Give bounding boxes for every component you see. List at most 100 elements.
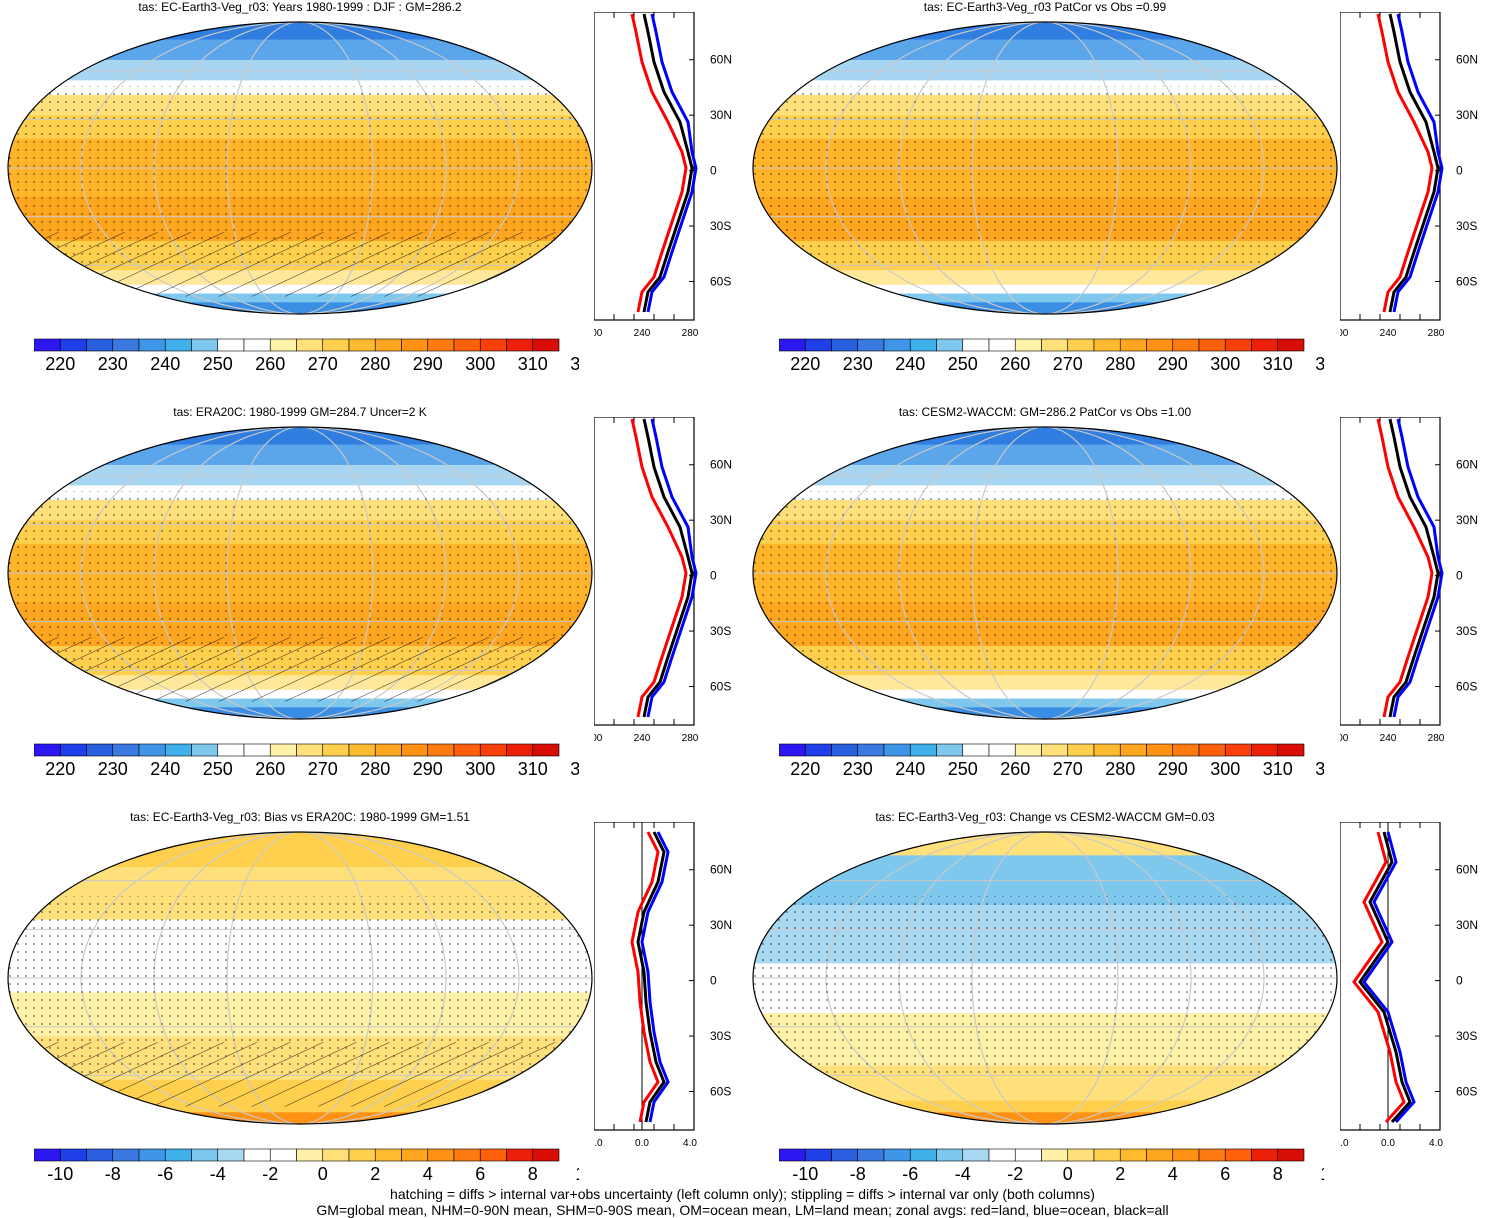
colorbar-label: 300: [1210, 354, 1240, 374]
zonal-line-all: [1358, 831, 1412, 1124]
zonal-line-all: [636, 831, 666, 1123]
zonal-lat-label: 60S: [710, 680, 731, 694]
colorbar-label: 260: [255, 354, 285, 374]
zonal-mean-plot: K 60N 30N 0 30S 60S 200 240 280: [1340, 417, 1478, 744]
colorbar-swatch: [269, 1148, 297, 1162]
colorbar-swatch: [1014, 338, 1042, 352]
zonal-lat-label: 60S: [710, 275, 731, 289]
colorbar-label: 220: [790, 759, 820, 779]
colorbar-swatch: [427, 1148, 455, 1162]
colorbar-swatch: [883, 1148, 911, 1162]
colorbar-swatch: [1067, 338, 1095, 352]
colorbar-swatch: [243, 1148, 271, 1162]
colorbar-swatch: [296, 338, 324, 352]
colorbar-swatch: [1172, 338, 1200, 352]
zonal-lat-label: 30S: [1456, 219, 1477, 233]
colorbar-label: -6: [157, 1164, 173, 1184]
zonal-line-ocean: [646, 418, 698, 718]
colorbar-label: 220: [45, 759, 75, 779]
colorbar-swatch: [779, 743, 806, 757]
colorbar: 220 230 240 250 260 270 280 290 300 310 320: [779, 743, 1324, 779]
map-panel: [752, 426, 1338, 720]
colorbar-swatch: [296, 1148, 324, 1162]
colorbar-swatch: [988, 1148, 1016, 1162]
colorbar-swatch: [191, 743, 219, 757]
map-band: [8, 293, 592, 304]
colorbar-label: -8: [850, 1164, 866, 1184]
colorbar: 220 230 240 250 260 270 280 290 300 310 320: [34, 338, 579, 374]
zonal-line-all: [1388, 13, 1440, 313]
colorbar-label: 260: [1000, 759, 1030, 779]
colorbar-swatch: [1251, 1148, 1279, 1162]
zonal-x-tick: 240: [634, 328, 651, 339]
map-outline: [752, 831, 1338, 1125]
colorbar-swatch: [962, 743, 990, 757]
panel-title: tas: EC-Earth3-Veg_r03: Change vs CESM2-…: [875, 810, 1215, 824]
colorbar-swatch: [401, 743, 429, 757]
colorbar-label: 290: [1158, 759, 1188, 779]
colorbar-swatch: [532, 1148, 560, 1162]
colorbar-swatch: [34, 743, 61, 757]
colorbar-swatch: [988, 743, 1016, 757]
colorbar-swatch: [217, 1148, 245, 1162]
colorbar-swatch: [936, 743, 964, 757]
map-band: [8, 22, 592, 41]
colorbar-label: 270: [1053, 759, 1083, 779]
colorbar-swatch: [296, 743, 324, 757]
map-band: [8, 39, 592, 61]
colorbar-label: 290: [413, 354, 443, 374]
colorbar-swatch: [1041, 1148, 1069, 1162]
colorbar-label: -2: [1007, 1164, 1023, 1184]
zonal-lat-label: 0: [1456, 974, 1463, 988]
zonal-unit: K: [639, 417, 646, 418]
map-panel: [752, 21, 1338, 315]
colorbar-label: -4: [210, 1164, 226, 1184]
colorbar-swatch: [479, 338, 507, 352]
zonal-lat-label: 30N: [1456, 513, 1478, 527]
zonal-lat-label: 60N: [710, 53, 732, 67]
map-band: [753, 707, 1337, 719]
colorbar-label: 220: [45, 354, 75, 374]
zonal-x-tick: 200: [594, 328, 603, 339]
colorbar: -10 -8 -6 -4 -2 0 2 4 6 8 10: [34, 1148, 579, 1184]
map-band: [8, 832, 592, 869]
colorbar-swatch: [374, 743, 402, 757]
colorbar-swatch: [1277, 743, 1305, 757]
zonal-line-ocean: [646, 13, 698, 313]
zonal-line-ocean: [640, 831, 670, 1123]
colorbar-swatch: [86, 743, 114, 757]
zonal-line-ocean: [1362, 831, 1416, 1124]
colorbar-swatch: [164, 743, 192, 757]
zonal-lat-label: 30N: [710, 918, 732, 932]
colorbar-label: 250: [948, 354, 978, 374]
colorbar-label: -10: [47, 1164, 73, 1184]
colorbar-swatch: [191, 338, 219, 352]
colorbar-swatch: [374, 338, 402, 352]
colorbar-label: 4: [423, 1164, 433, 1184]
colorbar-label: 0: [1063, 1164, 1073, 1184]
zonal-x-tick: 280: [1428, 328, 1445, 339]
colorbar: -10 -8 -6 -4 -2 0 2 4 6 8 10: [779, 1148, 1324, 1184]
colorbar-swatch: [779, 338, 806, 352]
colorbar-label: 280: [360, 354, 390, 374]
map-panel: [7, 426, 593, 720]
colorbar-label: 320: [1315, 759, 1324, 779]
zonal-x-tick: 0.0: [635, 1138, 649, 1149]
zonal-line-land: [1376, 13, 1434, 313]
colorbar-swatch: [138, 1148, 166, 1162]
zonal-lat-label: 30S: [1456, 1029, 1477, 1043]
map-outline: [7, 21, 593, 315]
colorbar-swatch: [322, 1148, 350, 1162]
colorbar-label: -6: [902, 1164, 918, 1184]
map-band: [753, 270, 1337, 286]
colorbar-label: 280: [1105, 759, 1135, 779]
zonal-line-all: [1388, 418, 1440, 718]
colorbar-label: 8: [528, 1164, 538, 1184]
zonal-x-tick: 200: [594, 733, 603, 744]
zonal-unit: K: [1385, 417, 1392, 418]
colorbar-swatch: [34, 338, 61, 352]
figure-footer: hatching = diffs > internal var+obs unce…: [0, 1186, 1485, 1218]
zonal-unit: K: [639, 12, 646, 13]
zonal-lat-label: 30N: [710, 108, 732, 122]
map-panel: [7, 21, 593, 315]
